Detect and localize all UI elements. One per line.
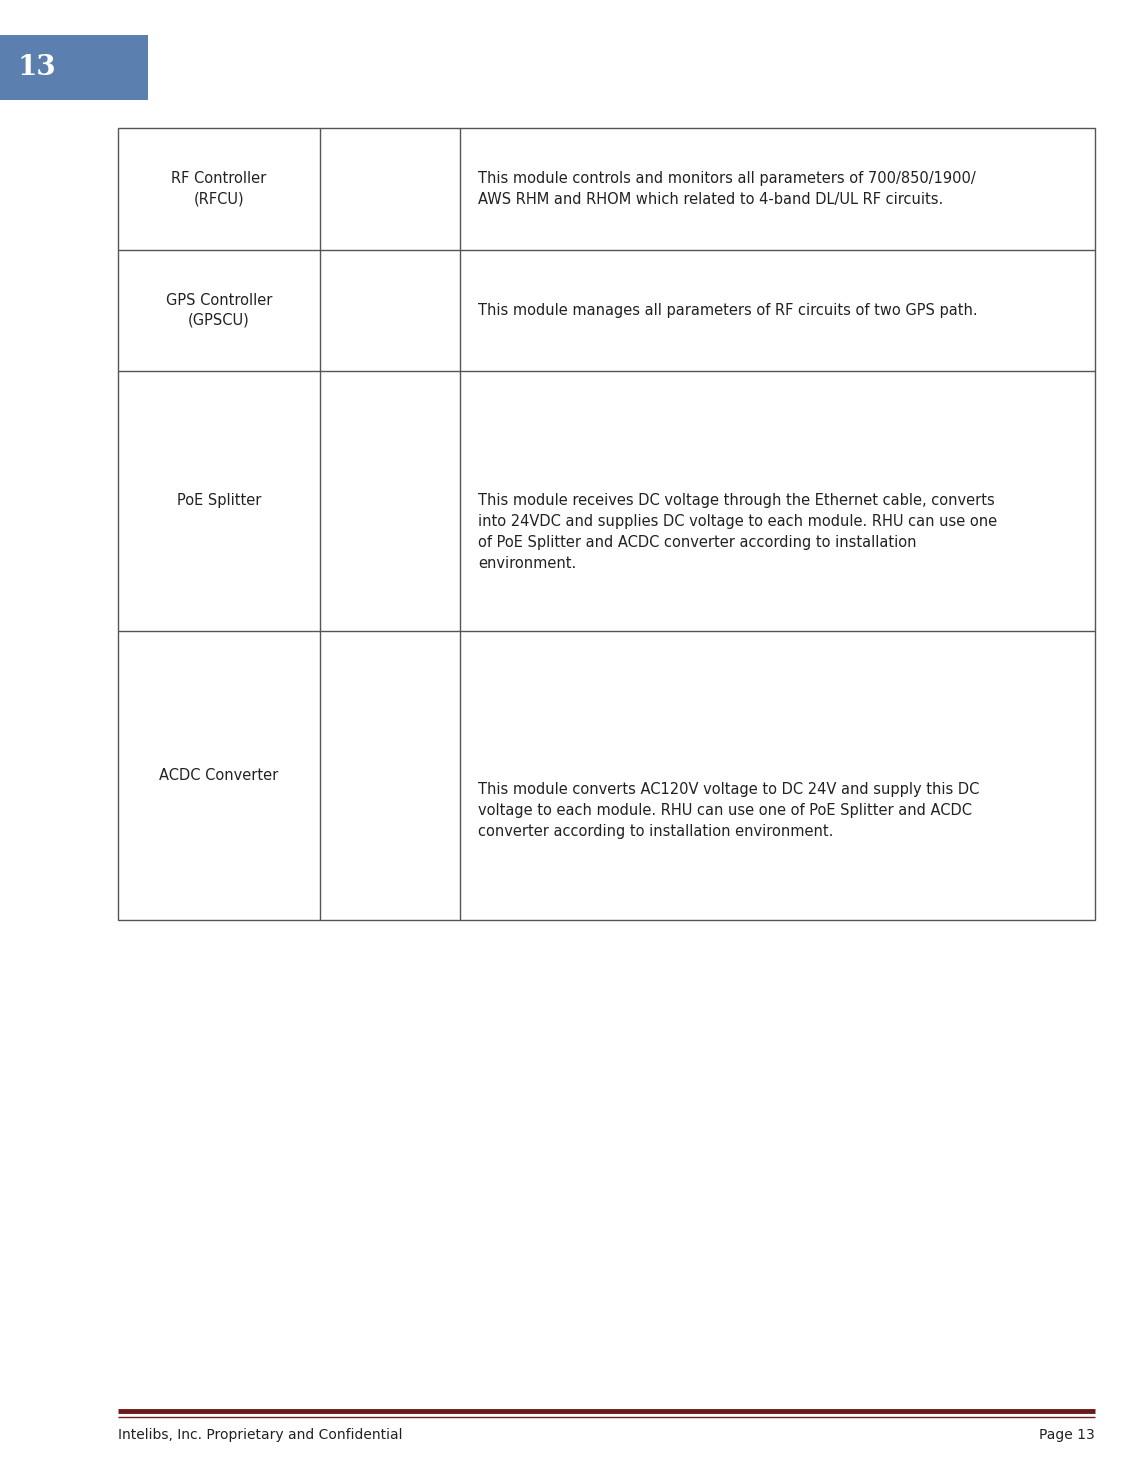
- Text: This module manages all parameters of RF circuits of two GPS path.: This module manages all parameters of RF…: [478, 303, 978, 317]
- Text: This module controls and monitors all parameters of 700/850/1900/
AWS RHM and RH: This module controls and monitors all pa…: [478, 171, 976, 206]
- Text: GPS Controller
(GPSCU): GPS Controller (GPSCU): [166, 294, 272, 328]
- Bar: [0, 36, 148, 99]
- Text: PoE Splitter: PoE Splitter: [177, 494, 262, 509]
- Bar: [118, 128, 1095, 919]
- Text: Intelibs, Inc. Proprietary and Confidential: Intelibs, Inc. Proprietary and Confident…: [118, 1428, 403, 1441]
- Text: Page 13: Page 13: [1039, 1428, 1095, 1441]
- Text: 13: 13: [18, 53, 56, 82]
- Text: ACDC Converter: ACDC Converter: [159, 768, 279, 783]
- Text: RF Controller
(RFCU): RF Controller (RFCU): [171, 172, 266, 206]
- Text: This module converts AC120V voltage to DC 24V and supply this DC
voltage to each: This module converts AC120V voltage to D…: [478, 782, 979, 838]
- Text: This module receives DC voltage through the Ethernet cable, converts
into 24VDC : This module receives DC voltage through …: [478, 494, 997, 571]
